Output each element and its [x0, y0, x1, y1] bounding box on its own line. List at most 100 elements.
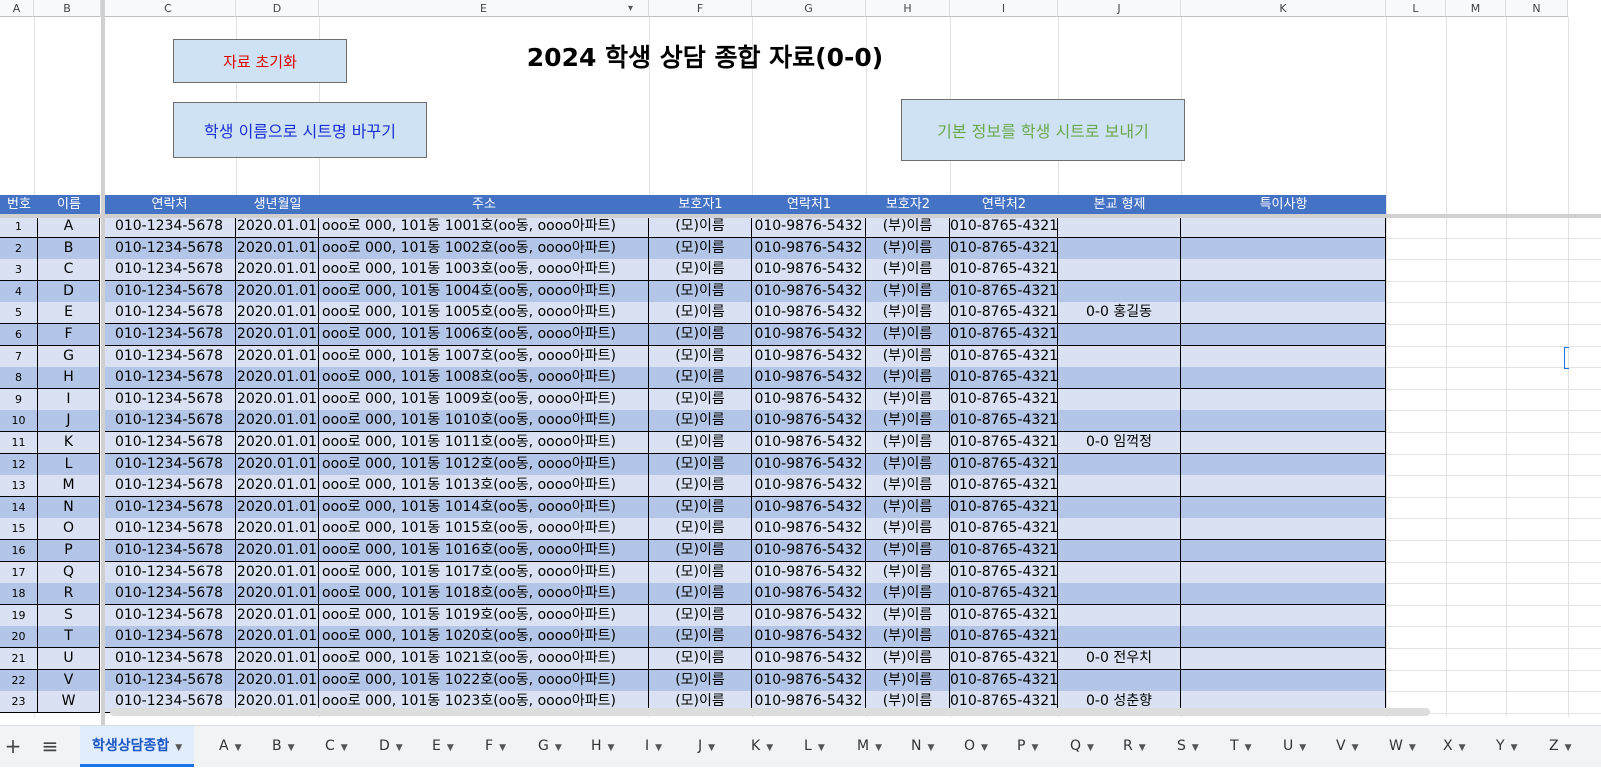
- table-cell[interactable]: [1181, 454, 1386, 476]
- table-cell[interactable]: O: [38, 518, 100, 540]
- table-cell[interactable]: (모)이름: [649, 562, 752, 584]
- table-cell[interactable]: G: [38, 346, 100, 368]
- table-cell[interactable]: 1: [0, 216, 38, 238]
- column-header-b[interactable]: B: [34, 0, 101, 17]
- table-cell[interactable]: [1058, 324, 1181, 346]
- chevron-down-icon[interactable]: ▼: [1031, 743, 1039, 753]
- table-cell[interactable]: [1181, 281, 1386, 303]
- header-cell[interactable]: 특이사항: [1181, 195, 1386, 215]
- table-cell[interactable]: S: [38, 605, 100, 627]
- table-cell[interactable]: ooo로 000, 101동 1012호(oo동, oooo아파트): [319, 454, 649, 476]
- table-cell[interactable]: [1058, 540, 1181, 562]
- table-cell[interactable]: ooo로 000, 101동 1022호(oo동, oooo아파트): [319, 670, 649, 692]
- sheet-tab[interactable]: Y ▼: [1496, 726, 1517, 767]
- table-cell[interactable]: 17: [0, 562, 38, 584]
- table-cell[interactable]: 010-8765-4321: [950, 302, 1058, 324]
- table-cell[interactable]: [1181, 410, 1386, 432]
- table-cell[interactable]: 010-8765-4321: [950, 259, 1058, 281]
- table-cell[interactable]: 2020.01.01: [236, 648, 319, 670]
- table-cell[interactable]: (모)이름: [649, 497, 752, 519]
- table-cell[interactable]: [1058, 216, 1181, 238]
- horizontal-scrollbar[interactable]: [110, 708, 1430, 716]
- table-cell[interactable]: 010-9876-5432: [752, 367, 866, 389]
- table-cell[interactable]: [1058, 410, 1181, 432]
- table-cell[interactable]: 010-9876-5432: [752, 346, 866, 368]
- chevron-down-icon[interactable]: ▼: [1138, 743, 1146, 753]
- table-cell[interactable]: (모)이름: [649, 324, 752, 346]
- reset-data-button[interactable]: 자료 초기화: [173, 39, 347, 83]
- table-cell[interactable]: 12: [0, 454, 38, 476]
- table-cell[interactable]: (부)이름: [866, 648, 950, 670]
- table-cell[interactable]: 15: [0, 518, 38, 540]
- table-cell[interactable]: [1058, 605, 1181, 627]
- table-cell[interactable]: 9: [0, 389, 38, 411]
- table-cell[interactable]: [1058, 475, 1181, 497]
- chevron-down-icon[interactable]: ▼: [554, 743, 562, 753]
- table-cell[interactable]: (모)이름: [649, 389, 752, 411]
- table-cell[interactable]: 2020.01.01: [236, 367, 319, 389]
- table-cell[interactable]: 010-9876-5432: [752, 626, 866, 648]
- table-cell[interactable]: 2020.01.01: [236, 475, 319, 497]
- sheet-tab[interactable]: R ▼: [1123, 726, 1146, 767]
- table-cell[interactable]: 010-1234-5678: [103, 367, 236, 389]
- sheet-tab[interactable]: H ▼: [591, 726, 614, 767]
- header-cell[interactable]: 본교 형제: [1058, 195, 1181, 215]
- table-cell[interactable]: 010-1234-5678: [103, 454, 236, 476]
- column-header-f[interactable]: F: [649, 0, 752, 17]
- table-cell[interactable]: 010-8765-4321: [950, 389, 1058, 411]
- sheet-tab[interactable]: U ▼: [1283, 726, 1306, 767]
- table-cell[interactable]: I: [38, 389, 100, 411]
- column-header-c[interactable]: C: [101, 0, 236, 17]
- sheet-tab[interactable]: K ▼: [751, 726, 773, 767]
- sheet-tab[interactable]: T ▼: [1230, 726, 1251, 767]
- table-cell[interactable]: 010-8765-4321: [950, 518, 1058, 540]
- table-cell[interactable]: [1058, 259, 1181, 281]
- table-cell[interactable]: [1181, 389, 1386, 411]
- table-cell[interactable]: 010-9876-5432: [752, 281, 866, 303]
- table-cell[interactable]: (부)이름: [866, 497, 950, 519]
- table-cell[interactable]: 010-8765-4321: [950, 432, 1058, 454]
- table-cell[interactable]: U: [38, 648, 100, 670]
- table-cell[interactable]: 010-1234-5678: [103, 410, 236, 432]
- table-cell[interactable]: [1181, 605, 1386, 627]
- sheet-tab[interactable]: V ▼: [1336, 726, 1359, 767]
- table-cell[interactable]: 2020.01.01: [236, 346, 319, 368]
- sheet-tab[interactable]: S ▼: [1177, 726, 1199, 767]
- sheet-tab[interactable]: N ▼: [911, 726, 934, 767]
- table-cell[interactable]: 010-9876-5432: [752, 389, 866, 411]
- table-cell[interactable]: 2020.01.01: [236, 497, 319, 519]
- column-header-h[interactable]: H: [866, 0, 950, 17]
- table-cell[interactable]: (모)이름: [649, 410, 752, 432]
- chevron-down-icon[interactable]: ▼: [927, 743, 935, 753]
- table-cell[interactable]: [1181, 346, 1386, 368]
- table-cell[interactable]: 2020.01.01: [236, 324, 319, 346]
- table-cell[interactable]: [1181, 562, 1386, 584]
- table-cell[interactable]: 13: [0, 475, 38, 497]
- table-cell[interactable]: [1181, 518, 1386, 540]
- table-cell[interactable]: 10: [0, 410, 38, 432]
- chevron-down-icon[interactable]: ▼: [1087, 743, 1094, 753]
- table-cell[interactable]: [1058, 518, 1181, 540]
- table-cell[interactable]: [1181, 648, 1386, 670]
- table-cell[interactable]: 16: [0, 540, 38, 562]
- header-cell[interactable]: 주소: [319, 195, 649, 215]
- table-cell[interactable]: ooo로 000, 101동 1018호(oo동, oooo아파트): [319, 583, 649, 605]
- filter-dropdown-icon[interactable]: ▾: [628, 3, 634, 14]
- table-cell[interactable]: (부)이름: [866, 410, 950, 432]
- table-cell[interactable]: 4: [0, 281, 38, 303]
- table-cell[interactable]: K: [38, 432, 100, 454]
- header-cell[interactable]: 번호: [0, 195, 38, 215]
- table-cell[interactable]: [1058, 626, 1181, 648]
- table-cell[interactable]: 010-1234-5678: [103, 216, 236, 238]
- sheet-tab[interactable]: O ▼: [964, 726, 988, 767]
- table-cell[interactable]: 2020.01.01: [236, 626, 319, 648]
- table-cell[interactable]: 21: [0, 648, 38, 670]
- table-cell[interactable]: ooo로 000, 101동 1013호(oo동, oooo아파트): [319, 475, 649, 497]
- table-cell[interactable]: (부)이름: [866, 562, 950, 584]
- table-cell[interactable]: 010-8765-4321: [950, 216, 1058, 238]
- table-cell[interactable]: (모)이름: [649, 238, 752, 260]
- table-cell[interactable]: [1181, 540, 1386, 562]
- table-cell[interactable]: ooo로 000, 101동 1019호(oo동, oooo아파트): [319, 605, 649, 627]
- table-cell[interactable]: (부)이름: [866, 389, 950, 411]
- table-cell[interactable]: (부)이름: [866, 324, 950, 346]
